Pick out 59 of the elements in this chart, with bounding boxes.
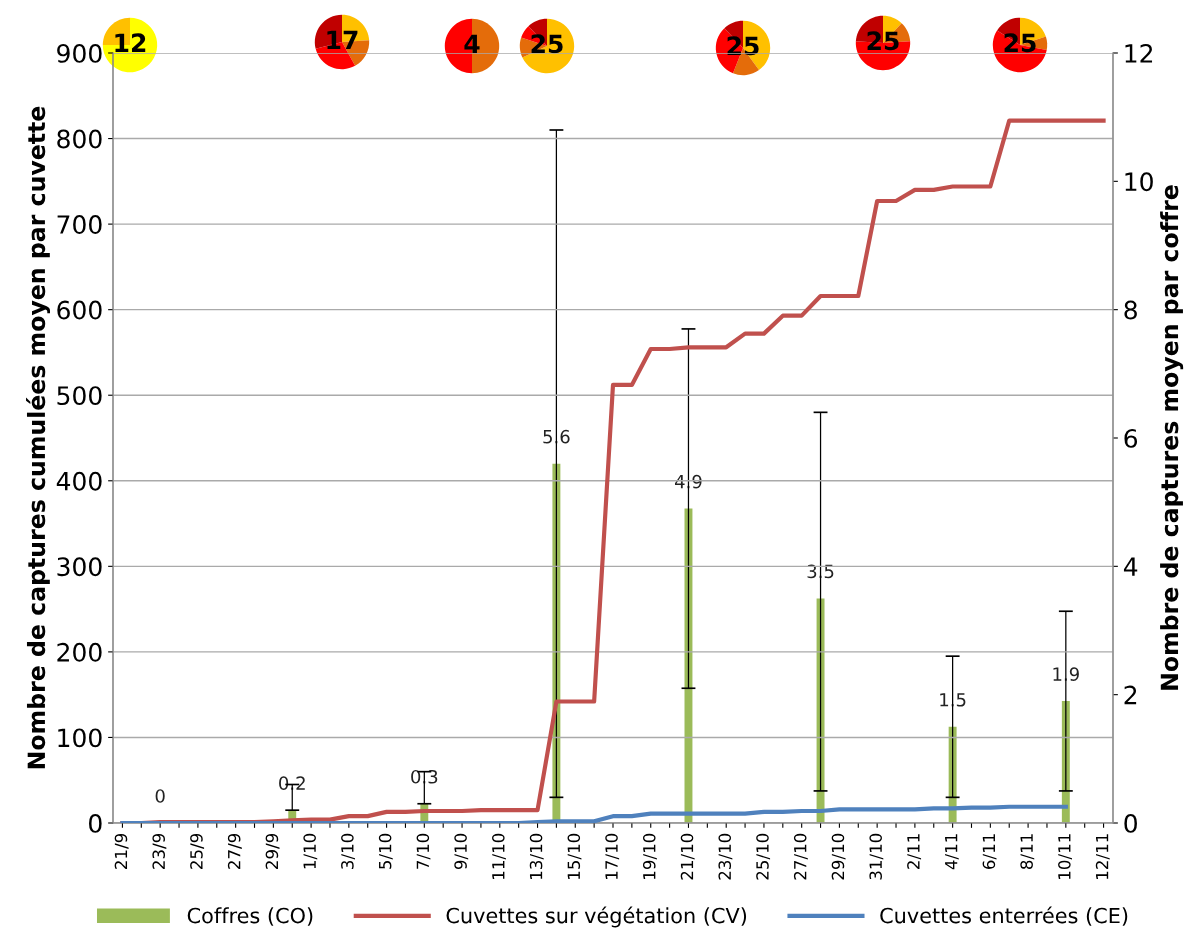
x-tick-label: 25/9	[190, 833, 205, 869]
y-tick-label: 200	[57, 642, 102, 662]
text: 17	[327, 30, 358, 49]
x-tick-label: 12/11	[1095, 834, 1110, 879]
y-tick-label: 800	[57, 129, 102, 149]
x-tick-label: 11/10	[492, 833, 506, 879]
x-tick-label: 5/10	[378, 833, 393, 869]
text: 25	[1004, 33, 1036, 53]
x-tick-label: 4/11	[945, 834, 959, 870]
x-tick-label: 6/11	[982, 834, 997, 869]
x-tick-label: 3/10	[341, 833, 355, 869]
y2-tick-label: 2	[1124, 685, 1137, 705]
y-tick-label: 0	[89, 813, 102, 833]
x-tick-label: 23/9	[152, 833, 167, 869]
y2-tick-label: 12	[1125, 43, 1153, 63]
x-tick-label: 29/9	[265, 833, 280, 869]
y-tick-label: 100	[58, 728, 102, 748]
x-tick-label: 1/10	[303, 833, 318, 869]
y-tick-label: 400	[56, 471, 102, 491]
x-tick-label: 17/10	[605, 833, 620, 879]
line-series	[120, 804, 1068, 823]
x-tick-label: 27/10	[793, 833, 808, 880]
legend-label: Cuvettes sur végétation (CV)	[446, 906, 747, 928]
x-tick-label: 15/10	[567, 833, 582, 879]
legend-label: Coffres (CO)	[187, 907, 313, 926]
x-tick-label: 21/9	[114, 833, 129, 869]
y2-tick-label: 10	[1125, 172, 1153, 192]
x-tick-label: 10/11	[1058, 834, 1072, 879]
data-label: 0.2	[279, 776, 305, 790]
x-tick-label: 29/10	[831, 833, 846, 880]
y-tick-label: 900	[57, 43, 102, 63]
text: 4	[464, 34, 480, 53]
x-tick-label: 13/10	[529, 833, 544, 879]
x-tick-label: 2/11	[907, 834, 922, 869]
y-tick-label: 500	[57, 386, 102, 406]
annotation: 25	[531, 34, 563, 54]
x-tick-label: 7/10	[416, 833, 431, 869]
y2-tick-label: 4	[1123, 557, 1138, 576]
x-tick-label: 19/10	[642, 833, 657, 879]
y2-tick-label: 0	[1124, 813, 1137, 833]
y-tick-label: 300	[57, 557, 102, 577]
x-tick-label: 9/10	[454, 833, 469, 870]
y2-tick-label: 8	[1124, 300, 1137, 320]
annotation: 25	[727, 36, 759, 56]
legend-label: Cuvettes enterrées (CE)	[880, 906, 1128, 926]
x-tick-label: 8/11	[1020, 834, 1035, 870]
y2-axis-title: Nombre de captures moyen par coffre	[1160, 185, 1184, 690]
data-label: 0	[155, 789, 165, 803]
y-tick-label: 700	[57, 215, 102, 234]
x-tick-label: 31/10	[869, 833, 884, 880]
y-axis-title: Nombre de captures cumulées moyen par cuvette	[26, 106, 50, 769]
x-tick-label: 25/10	[756, 833, 771, 880]
x-tick-label: 23/10	[718, 833, 733, 880]
y-tick-label: 600	[57, 300, 102, 320]
text: 25	[867, 31, 899, 51]
x-tick-label: 27/9	[227, 833, 242, 869]
y2-tick-label: 6	[1124, 428, 1138, 448]
text: 12	[115, 33, 146, 52]
x-tick-label: 21/10	[680, 833, 695, 880]
